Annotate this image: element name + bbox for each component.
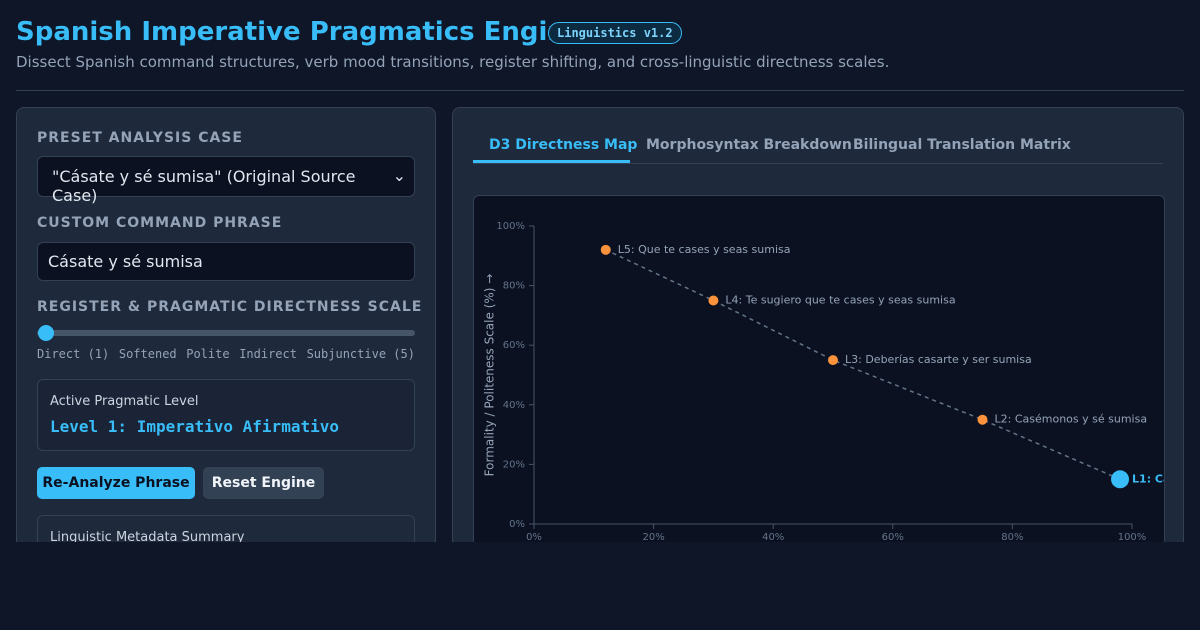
data-point	[600, 244, 611, 255]
y-tick-label: 100%	[496, 221, 525, 232]
tab-rule	[473, 163, 1163, 164]
data-point	[977, 414, 988, 425]
tab[interactable]: D3 Directness Map	[489, 137, 638, 153]
x-tick-label: 100%	[1118, 532, 1147, 542]
trend-line	[605, 249, 1121, 480]
custom-label: CUSTOM COMMAND PHRASE	[37, 215, 283, 231]
point-label: L5: Que te cases y seas sumisa	[618, 243, 791, 256]
scale-tick: Softened	[118, 347, 177, 361]
y-tick-label: 0%	[509, 519, 525, 530]
preset-select[interactable]: "Cásate y sé sumisa" (Original Source Ca…	[37, 156, 415, 205]
scale-label: REGISTER & PRAGMATIC DIRECTNESS SCALE	[37, 299, 423, 315]
tab[interactable]: Bilingual Translation Matrix	[853, 137, 1071, 153]
divider	[16, 90, 1184, 91]
y-axis-label: Formality / Politeness Scale (%) →	[483, 274, 497, 477]
reanalyze-button[interactable]: Re-Analyze Phrase	[37, 467, 195, 499]
x-tick-label: 60%	[882, 532, 904, 542]
x-tick-label: 20%	[642, 532, 664, 542]
scale-tick: Indirect	[239, 347, 297, 361]
reset-button[interactable]: Reset Engine	[203, 467, 324, 499]
phrase-input[interactable]: Cásate y sé sumisa	[37, 242, 415, 281]
active-value: Level 1: Imperativo Afirmativo	[50, 417, 339, 436]
main: PRESET ANALYSIS CASE "Cásate y sé sumisa…	[16, 107, 1184, 542]
y-tick-label: 20%	[503, 459, 525, 470]
x-tick-label: 40%	[762, 532, 784, 542]
data-point	[1111, 470, 1130, 489]
control-panel: PRESET ANALYSIS CASE "Cásate y sé sumisa…	[16, 107, 436, 542]
chart: 0% 20% 40% 60% 80% 100% 0% 20% 40% 60% 80% 100% Form…	[483, 221, 1165, 542]
slider-track	[37, 330, 415, 336]
point-label: L2: Casémonos y sé sumisa	[995, 413, 1148, 426]
metadata-label: Linguistic Metadata Summary	[50, 530, 245, 542]
phrase-value: Cásate y sé sumisa	[48, 252, 203, 271]
version-badge: Linguistics v1.2	[548, 22, 682, 44]
x-tick-label: 0%	[526, 532, 542, 542]
tab[interactable]: Morphosyntax Breakdown	[646, 137, 852, 153]
viz-panel: D3 Directness Map Morphosyntax Breakdown…	[452, 107, 1184, 542]
app-title: Spanish Imperative Pragmatics Engine	[16, 17, 584, 47]
point-label: L4: Te sugiero que te cases y seas sumis…	[725, 294, 955, 307]
active-label: Active Pragmatic Level	[50, 394, 199, 409]
chart-frame: 0% 20% 40% 60% 80% 100% 0% 20% 40% 60% 80% 100% Form…	[473, 195, 1165, 542]
tab-indicator	[473, 160, 630, 163]
x-tick-label: 80%	[1001, 532, 1023, 542]
scale-tick: Subjunctive (5)	[306, 347, 415, 361]
active-level-card: Active Pragmatic Level Level 1: Imperati…	[37, 379, 415, 451]
metadata-card: Linguistic Metadata Summary	[37, 515, 415, 542]
chevron: ⌄	[392, 166, 406, 185]
scale-tick: Direct (1)	[37, 347, 110, 361]
preset-label: PRESET ANALYSIS CASE	[37, 130, 243, 146]
y-tick-label: 60%	[503, 340, 525, 351]
scale-ticks: Direct (1) Softened Polite Indirect Subjunct…	[37, 347, 415, 361]
preset-value: "Cásate y sé sumisa" (Original Source Ca…	[52, 167, 356, 205]
y-tick-label: 80%	[503, 281, 525, 292]
data-point	[828, 355, 838, 366]
y-tick-label: 40%	[503, 400, 525, 411]
data-point	[708, 295, 719, 306]
point-label: L3: Deberías casarte y ser sumisa	[845, 353, 1032, 366]
slider-thumb[interactable]	[38, 325, 54, 341]
scale-tick: Polite	[186, 347, 230, 361]
point-label: L1: Cásate y sé sumisa	[1132, 472, 1164, 485]
subtitle: Dissect Spanish command structures, verb…	[16, 53, 890, 71]
